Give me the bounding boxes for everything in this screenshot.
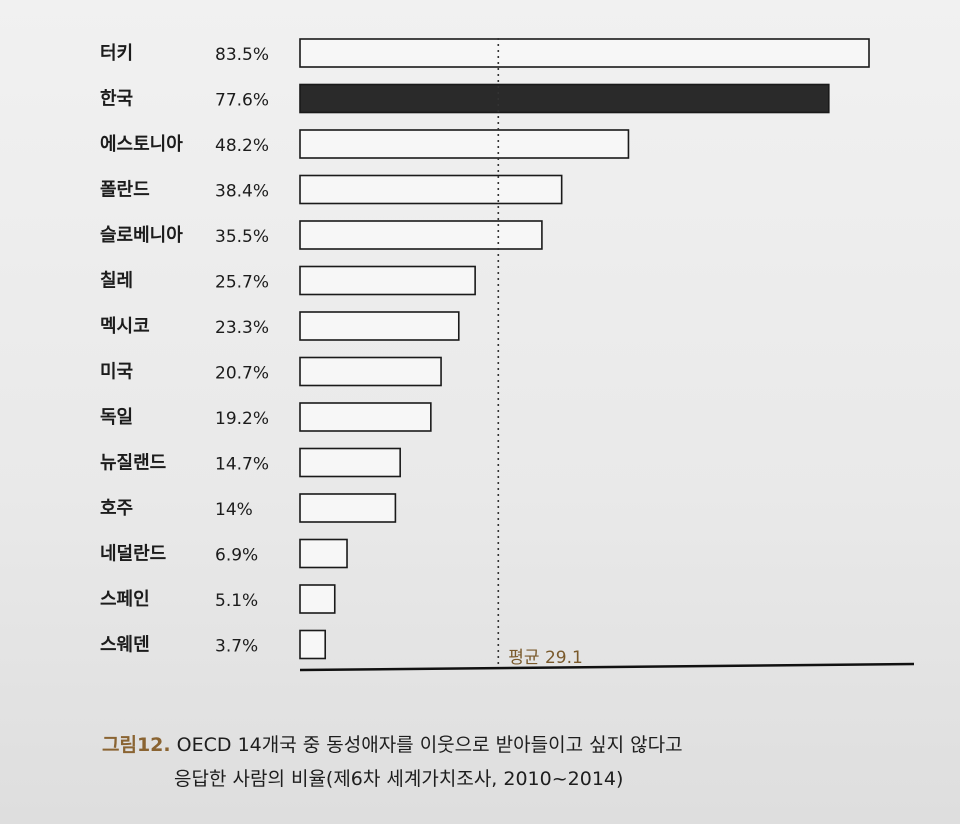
category-label: 독일: [100, 407, 133, 428]
bar: [299, 38, 870, 68]
bar: [299, 356, 442, 387]
category-label: 뉴질랜드: [100, 453, 166, 474]
category-label: 네덜란드: [100, 544, 166, 565]
bar: [299, 629, 327, 660]
category-label: 한국: [100, 89, 133, 110]
value-label: 38.4%: [215, 182, 269, 202]
horizontal-bar-chart: 터키 83.5% 한국 77.6% 에스토니아 48.2% 폴란드 38.4% 슬로베니아 35.…: [100, 38, 915, 672]
value-label: 83.5%: [215, 45, 269, 65]
category-label: 스페인: [100, 589, 150, 610]
value-label: 20.7%: [215, 364, 269, 384]
bar: [299, 402, 432, 432]
bar: [299, 311, 460, 341]
category-label: 터키: [100, 43, 133, 64]
bar: [299, 265, 476, 296]
value-label: 77.6%: [215, 91, 269, 111]
bar: [299, 493, 397, 523]
caption-line-1: OECD 14개국 중 동성애자를 이웃으로 받아들이고 싶지 않다고: [176, 734, 683, 756]
value-label: 14.7%: [215, 455, 269, 475]
category-label: 에스토니아: [100, 134, 183, 155]
value-label: 3.7%: [215, 637, 258, 657]
value-label: 48.2%: [215, 136, 269, 156]
value-label: 25.7%: [215, 273, 269, 293]
value-label: 19.2%: [215, 409, 269, 429]
caption-line-2: 응답한 사람의 비율(제6차 세계가치조사, 2010~2014): [174, 768, 624, 790]
category-label: 칠레: [100, 271, 133, 292]
value-label: 35.5%: [215, 227, 269, 247]
chart-baseline: [299, 662, 915, 672]
category-label: 미국: [100, 362, 133, 383]
value-label: 23.3%: [215, 318, 269, 338]
figure-number: 그림12.: [102, 734, 171, 756]
bar: [299, 129, 630, 159]
bar: [299, 174, 563, 205]
category-label: 슬로베니아: [100, 225, 183, 246]
value-label: 5.1%: [215, 591, 258, 611]
figure-caption: 그림12. OECD 14개국 중 동성애자를 이웃으로 받아들이고 싶지 않다…: [102, 728, 922, 796]
category-label: 호주: [100, 498, 133, 519]
average-label: 평균 29.1: [508, 648, 583, 668]
category-label: 스웨덴: [100, 635, 150, 656]
bar: [299, 538, 348, 569]
value-label: 14%: [215, 500, 253, 520]
bar: [299, 584, 336, 614]
bar: [299, 447, 401, 478]
value-label: 6.9%: [215, 546, 258, 566]
category-label: 멕시코: [100, 316, 150, 337]
bar: [299, 220, 543, 250]
bar: [299, 83, 830, 114]
category-label: 폴란드: [100, 180, 150, 201]
